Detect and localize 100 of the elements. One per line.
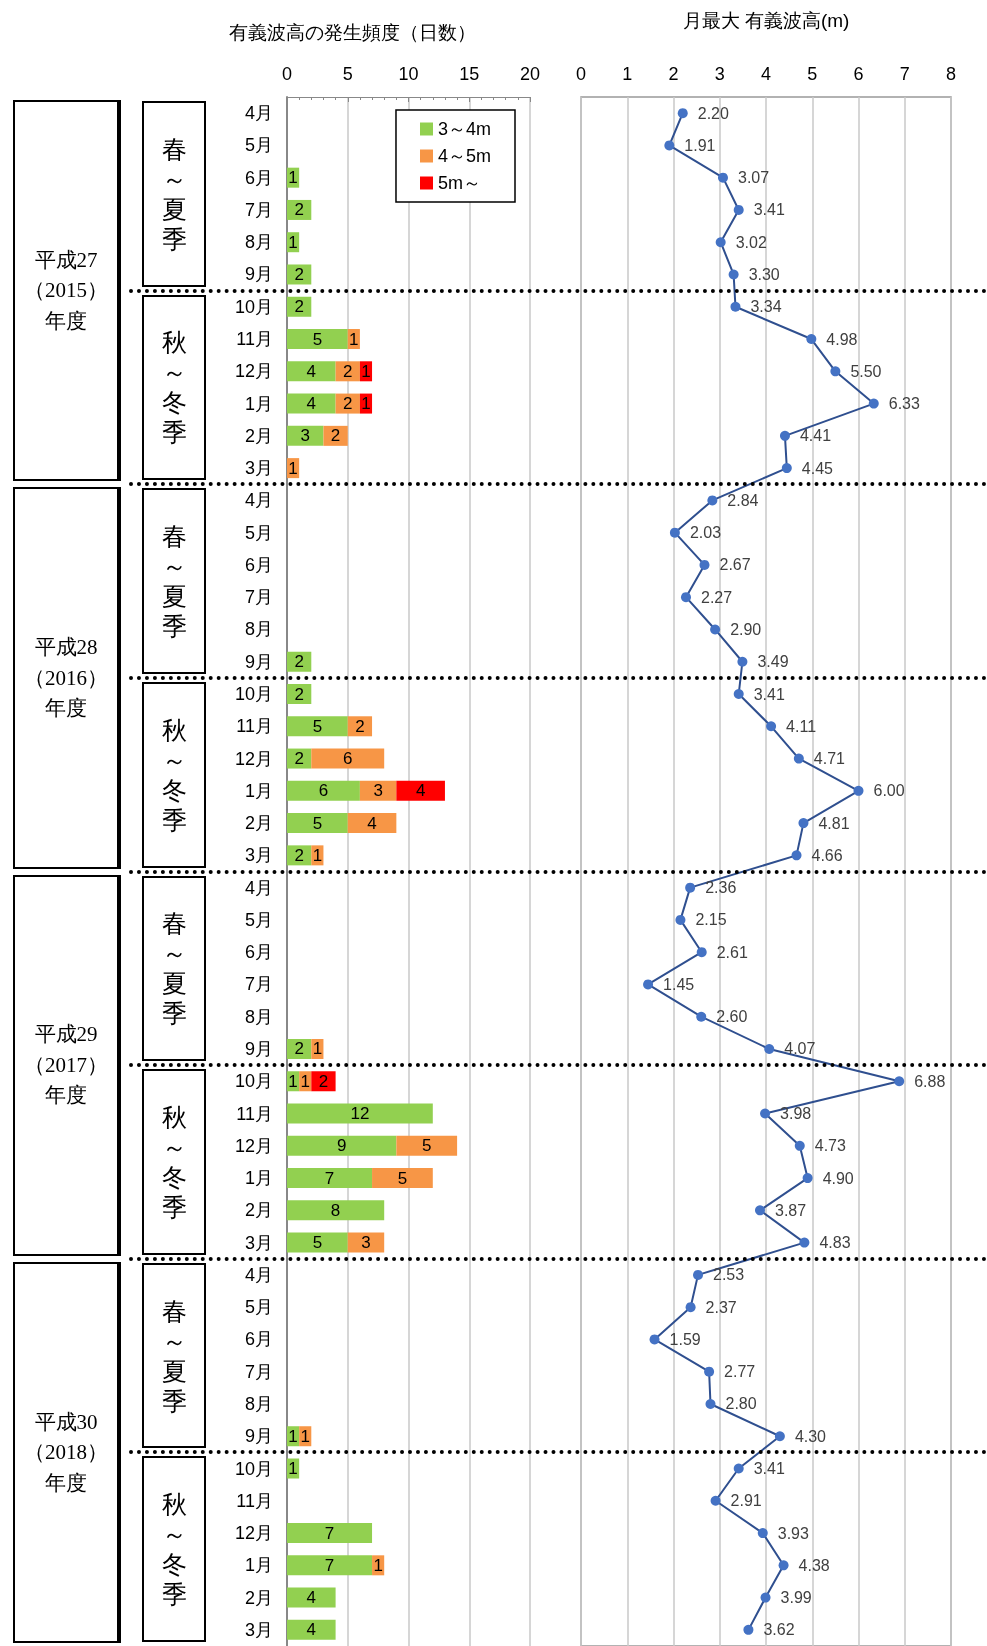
data-label: 2	[294, 749, 304, 769]
y-tick-label: 6月	[244, 167, 273, 188]
data-label: 5	[421, 1136, 432, 1156]
y-tick-label: 5月	[244, 1297, 273, 1318]
y-tick-label: 1月	[244, 393, 273, 414]
y-tick-label: 6月	[244, 1329, 273, 1350]
text: 春～夏季	[161, 1295, 187, 1416]
bar	[347, 1232, 385, 1253]
y-tick-label: 10月	[234, 1458, 273, 1479]
point	[681, 592, 691, 603]
y-tick-label: 2月	[244, 425, 273, 446]
data-label: 4.07	[784, 1040, 816, 1058]
point	[715, 237, 726, 248]
data-label: 2	[294, 684, 304, 704]
y-tick-label: 9月	[244, 651, 273, 672]
data-label: 2	[294, 264, 304, 284]
data-label: 1.59	[669, 1330, 701, 1348]
bar	[359, 780, 397, 801]
data-label: 2	[294, 1039, 304, 1059]
data-label: 3.41	[753, 1460, 785, 1478]
bar	[287, 1168, 373, 1189]
chart-title: 有義波高の発生頻度（日数）	[228, 22, 476, 43]
x-tick-label: 3	[714, 64, 725, 84]
point	[710, 624, 721, 635]
point	[799, 1237, 810, 1248]
y-tick-label: 11月	[236, 329, 273, 350]
y-tick-label: 1月	[244, 1555, 273, 1576]
data-label: 12	[350, 1104, 370, 1124]
bar	[287, 780, 360, 801]
point	[774, 1431, 785, 1442]
bar	[287, 361, 336, 382]
point	[853, 785, 864, 796]
data-label: 3.34	[750, 298, 782, 316]
data-label: 8	[330, 1200, 341, 1220]
bar	[372, 1168, 433, 1189]
point	[664, 140, 675, 151]
y-tick-label: 3月	[244, 845, 273, 866]
data-label: 2.61	[716, 943, 748, 961]
bar	[347, 813, 397, 834]
data-label: 1.45	[663, 975, 695, 993]
data-label: 3.41	[753, 685, 785, 703]
y-tick-label: 7月	[244, 199, 273, 220]
bar	[287, 1135, 397, 1156]
point	[675, 914, 686, 925]
data-label: 4	[367, 813, 377, 833]
y-tick-label: 11月	[236, 1490, 273, 1511]
data-label: 2.80	[725, 1395, 757, 1413]
point	[737, 656, 748, 667]
data-label: 6	[343, 749, 353, 769]
data-label: 4	[306, 361, 317, 381]
data-label: 1	[349, 329, 359, 349]
point	[649, 1334, 660, 1345]
data-label: 3.62	[763, 1621, 795, 1639]
point	[794, 1140, 805, 1151]
point	[894, 1076, 905, 1087]
point	[677, 108, 688, 119]
text: 春～夏季	[161, 908, 187, 1029]
data-label: 2	[294, 652, 304, 672]
bar	[396, 1135, 458, 1156]
data-label: 2.15	[695, 911, 727, 929]
y-tick-label: 9月	[244, 264, 273, 285]
data-label: 4	[306, 394, 317, 414]
point	[779, 430, 790, 441]
data-label: 4.81	[818, 814, 850, 832]
point	[757, 1528, 768, 1539]
data-label: 4.73	[814, 1137, 846, 1155]
bar	[287, 1200, 385, 1221]
data-label: 3.02	[735, 233, 767, 251]
y-tick-label: 9月	[244, 1426, 273, 1447]
data-label: 2.67	[719, 556, 751, 574]
data-label: 4.83	[819, 1234, 851, 1252]
point	[685, 882, 696, 893]
data-label: 4.30	[794, 1427, 827, 1445]
data-label: 3.99	[780, 1589, 812, 1607]
y-tick-label: 11月	[236, 716, 273, 737]
y-tick-label: 7月	[244, 587, 273, 608]
data-label: 6.33	[888, 395, 920, 413]
data-label: 2.27	[700, 588, 733, 606]
point	[669, 527, 680, 538]
y-tick-label: 12月	[234, 748, 273, 769]
data-label: 5	[312, 1233, 323, 1253]
text: 平成27（2015）年度	[23, 246, 109, 335]
data-label: 3.49	[757, 653, 789, 671]
y-tick-label: 8月	[244, 232, 273, 253]
point	[718, 172, 728, 183]
y-tick-label: 4月	[244, 490, 273, 511]
x-tick-label: 15	[459, 64, 480, 84]
data-label: 4.90	[822, 1169, 854, 1187]
bar	[287, 1587, 336, 1608]
point	[696, 947, 707, 958]
data-label: 6.00	[873, 782, 905, 800]
bar	[287, 1232, 348, 1253]
data-label: 4	[306, 1620, 317, 1640]
point	[733, 1463, 744, 1474]
bar	[287, 813, 348, 834]
data-label: 2.53	[713, 1266, 745, 1284]
data-label: 1	[288, 1426, 298, 1446]
y-tick-label: 8月	[244, 619, 273, 640]
bar	[287, 1619, 336, 1640]
y-tick-label: 2月	[244, 813, 273, 834]
